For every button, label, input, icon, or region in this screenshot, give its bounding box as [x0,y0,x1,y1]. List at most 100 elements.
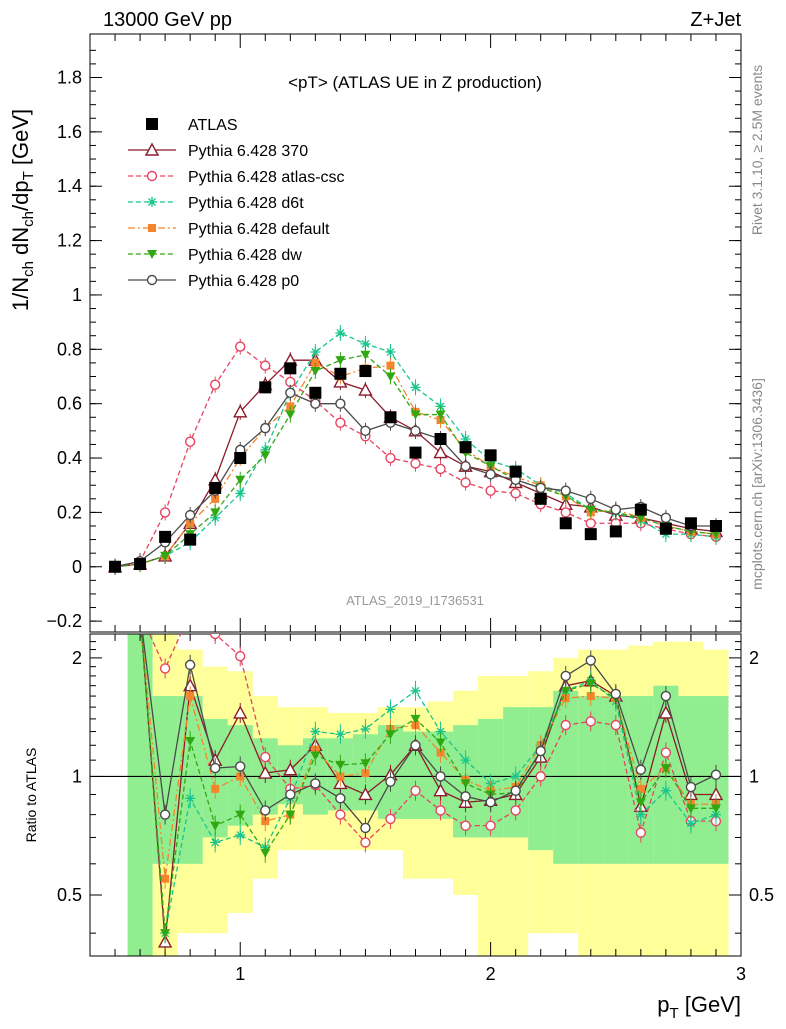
data-point-atlas [184,533,197,546]
point-d6t [335,328,346,338]
ratio-point-p370 [134,607,146,618]
ytick-label: 1.2 [57,231,82,251]
ratio-xlabel: pT [GeV] [657,992,741,1022]
ratio-point-default [186,692,195,701]
ratio-point-dw [310,751,321,761]
main-ylabel: 1/Nch dNch/dpT [GeV] [8,109,37,311]
ratio-line-default [141,634,716,879]
ratio-point-dw [235,810,246,820]
point-dw [160,551,171,561]
ratio-point-dw [460,779,471,789]
ratio-point-dw [385,730,396,740]
point-p370 [433,445,448,459]
legend-label-default: Pythia 6.428 default [188,221,330,238]
data-point-atlas [534,492,547,505]
ytick-label: 0.6 [57,394,82,414]
point-p0 [260,422,271,434]
xtick-label: 2 [486,964,496,984]
ratio-series-group [134,607,724,952]
band-inner [177,696,203,864]
ratio-point-p0 [685,781,697,793]
data-point-atlas [609,525,622,538]
ratio-point-dw [210,821,221,831]
top-series-group [107,325,724,575]
ratio-point-d6t [660,785,671,796]
ratio-ytick-label-right: 2 [749,648,759,668]
ratio-point-p0 [660,690,672,702]
legend-label-atlascsc: Pythia 6.428 atlas-csc [188,169,345,186]
data-point-atlas [334,367,347,380]
ytick-label: 1.6 [57,122,82,142]
ratio-ytick-label-right: 0.5 [749,885,774,905]
data-point-atlas [309,386,322,399]
legend-label-dw: Pythia 6.428 dw [188,247,302,264]
ratio-point-p370 [283,762,298,776]
point-atlascsc [510,488,521,499]
ratio-point-dw [160,929,171,939]
ratio-point-d6t [685,818,696,829]
ratio-point-p0 [410,740,421,751]
ratio-point-dw [285,810,296,820]
data-point-atlas [409,446,422,459]
data-point-atlas [484,449,497,462]
point-p0 [335,398,346,409]
point-dw [385,372,396,382]
ratio-point-d6t [435,726,446,737]
ratio-point-d6t [235,830,246,841]
point-p370 [358,382,373,396]
point-dw [410,410,421,420]
ratio-ytick-label: 0.5 [57,885,82,905]
legend-label-atlas: ATLAS [188,117,238,134]
point-p0 [460,460,471,472]
data-point-atlas [634,503,647,516]
ratio-point-dw [360,759,371,769]
ratio-point-d6t [335,729,346,740]
ratio-point-p370 [258,765,273,779]
ratio-point-atlascsc [435,805,446,816]
legend-marker-atlas [146,118,158,130]
point-dw [235,475,246,485]
ratio-point-p0 [610,688,622,700]
ratio-point-atlascsc [186,609,195,618]
data-point-atlas [709,519,722,532]
side-text-top: Rivet 3.1.10, ≥ 2.5M events [749,65,765,235]
ratio-point-atlascsc [385,813,396,825]
side-text-bottom: mcplots.cern.ch [arXiv:1306.3436] [749,378,765,590]
point-p0 [535,482,546,494]
legend-marker-p370 [144,142,160,156]
ytick-label: 0.2 [57,502,82,522]
ytick-label: 0.8 [57,339,82,359]
data-point-atlas [459,441,472,454]
point-atlascsc [159,507,171,518]
point-p0 [184,509,196,521]
data-point-atlas [359,365,372,378]
data-point-atlas [684,517,697,530]
point-p0 [410,425,421,437]
point-default [386,361,395,370]
legend: ATLAS Pythia 6.428 370 Pythia 6.428 atlas-… [128,117,345,290]
ratio-point-atlascsc [235,651,246,662]
ratio-point-p0 [710,769,722,780]
ratio-point-d6t [360,723,371,734]
legend-marker-default [148,224,156,232]
point-d6t [435,401,446,412]
ratio-point-d6t [210,837,221,848]
point-d6t [310,347,321,358]
ratio-point-default [136,609,144,617]
watermark: ATLAS_2019_I1736531 [346,593,484,608]
point-default [211,494,220,503]
ratio-line-atlascsc [148,634,716,844]
ratio-point-dw [560,686,571,696]
point-dw [360,350,371,360]
ratio-ytick-label: 2 [72,648,82,668]
ratio-point-atlascsc [209,634,221,640]
ytick-label: 1 [72,285,82,305]
data-point-atlas [234,452,247,465]
ratio-point-dw [435,738,446,748]
ratio-point-default [336,772,345,781]
ratio-point-atlascsc [460,820,471,831]
legend-label-p0: Pythia 6.428 p0 [188,273,299,290]
point-d6t [235,488,246,499]
ratio-ytick-label: 1 [72,766,82,786]
